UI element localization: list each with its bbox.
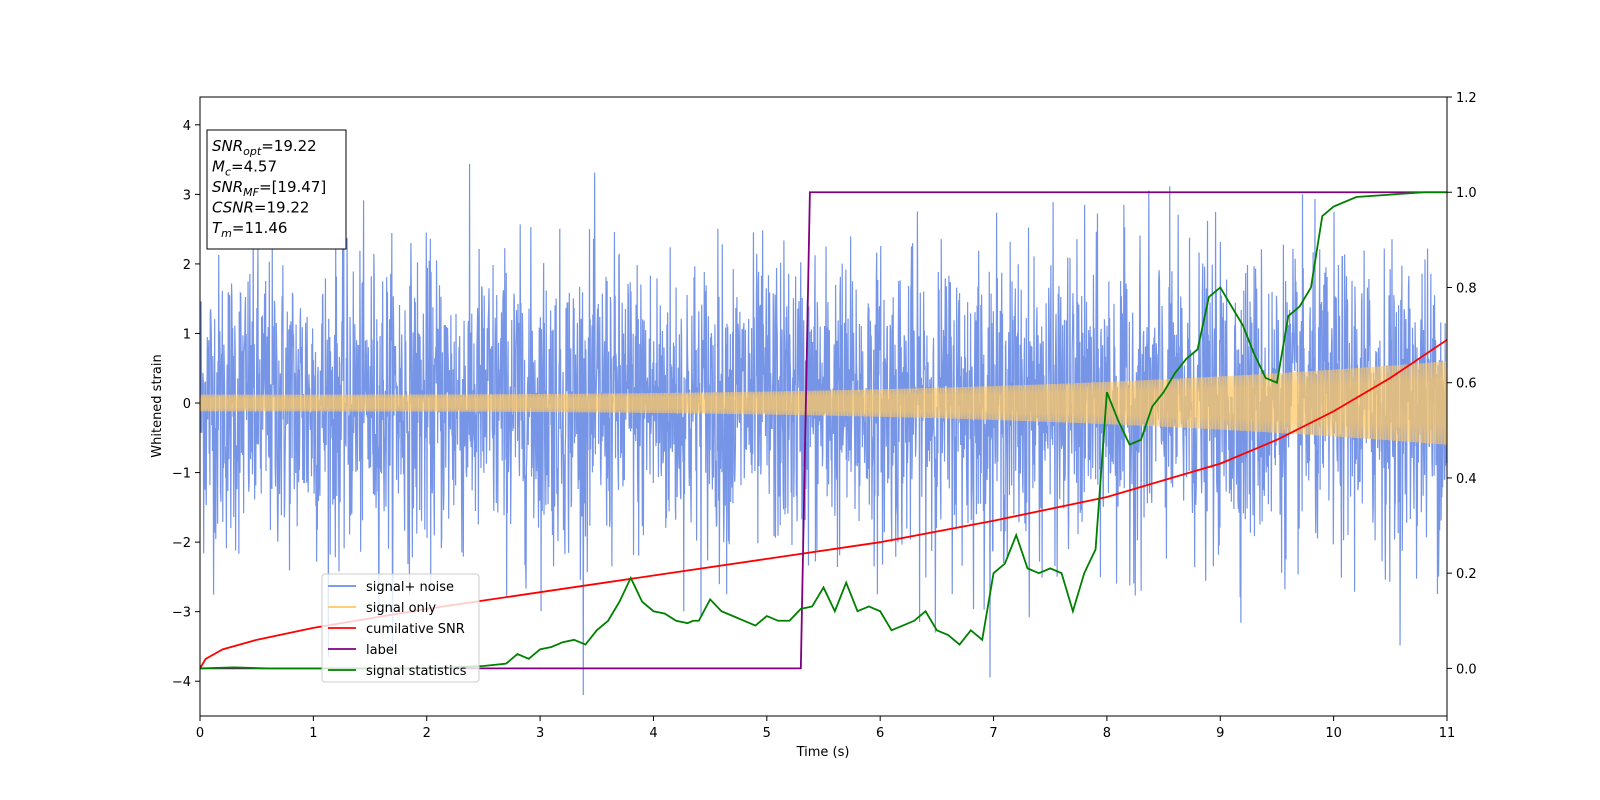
y-tick-label: 2	[183, 258, 191, 273]
info-line: Mc=4.57	[212, 158, 277, 179]
x-tick-label: 5	[763, 726, 771, 741]
x-tick-label: 6	[876, 726, 884, 741]
y2-tick-label: 0.8	[1456, 281, 1477, 296]
info-line: CSNR=19.22	[212, 199, 309, 217]
series-cumulative-snr	[200, 339, 1447, 669]
series-signal-statistics	[200, 191, 1447, 670]
x-tick-label: 3	[536, 726, 544, 741]
y-tick-label: −1	[172, 467, 191, 482]
info-line: SNRopt=19.22	[212, 137, 317, 158]
series-label	[200, 191, 1447, 670]
y2-tick-label: 0.4	[1456, 472, 1477, 487]
series-signal-noise	[200, 163, 1447, 696]
legend-entry: label	[366, 643, 397, 658]
x-tick-label: 8	[1103, 726, 1111, 741]
y-tick-label: −3	[172, 606, 191, 621]
legend-entry: signal only	[366, 601, 436, 616]
x-tick-label: 0	[196, 726, 204, 741]
y2-tick-label: 0.6	[1456, 377, 1477, 392]
legend-entry: signal statistics	[366, 664, 467, 679]
x-tick-label: 7	[989, 726, 997, 741]
plot-frame	[199, 96, 1448, 717]
info-line: SNRMF=[19.47]	[212, 178, 326, 199]
x-tick-label: 4	[649, 726, 657, 741]
y-tick-label: −2	[172, 536, 191, 551]
info-line: Tm=11.46	[212, 219, 287, 240]
series-signal-only	[200, 361, 1447, 445]
y-tick-label: 3	[183, 188, 191, 203]
y-tick-label: 1	[183, 327, 191, 342]
legend-entry: cumilative SNR	[366, 622, 465, 637]
y2-tick-label: 0.0	[1456, 662, 1477, 677]
x-axis-label: Time (s)	[796, 745, 850, 760]
y-tick-label: 4	[183, 119, 191, 134]
x-tick-label: 2	[423, 726, 431, 741]
info-box-frame	[206, 129, 347, 250]
info-box: SNRopt=19.22Mc=4.57SNRMF=[19.47]CSNR=19.…	[206, 129, 347, 250]
y2-tick-label: 1.0	[1456, 186, 1477, 201]
x-tick-label: 10	[1325, 726, 1342, 741]
legend: signal+ noise signal only cumilative SNR la…	[321, 573, 480, 683]
y2-tick-label: 1.2	[1456, 91, 1477, 106]
y2-tick-label: 0.2	[1456, 567, 1477, 582]
x-tick-label: 11	[1439, 726, 1456, 741]
ticks-layer: 0 1 2 3 4 5 6 7 8 9 10 11 −4 −3 −2 −1 0 1 2 3 4 0.0 0.2 0.4 0.6 0…	[172, 91, 1477, 741]
legend-frame	[321, 573, 480, 683]
x-tick-label: 1	[309, 726, 317, 741]
y-tick-label: 0	[183, 397, 191, 412]
series-layer	[200, 163, 1447, 696]
y-axis-label: Whitened strain	[150, 354, 165, 457]
legend-entry: signal+ noise	[366, 580, 454, 595]
x-tick-label: 9	[1216, 726, 1224, 741]
y-tick-label: −4	[172, 675, 191, 690]
